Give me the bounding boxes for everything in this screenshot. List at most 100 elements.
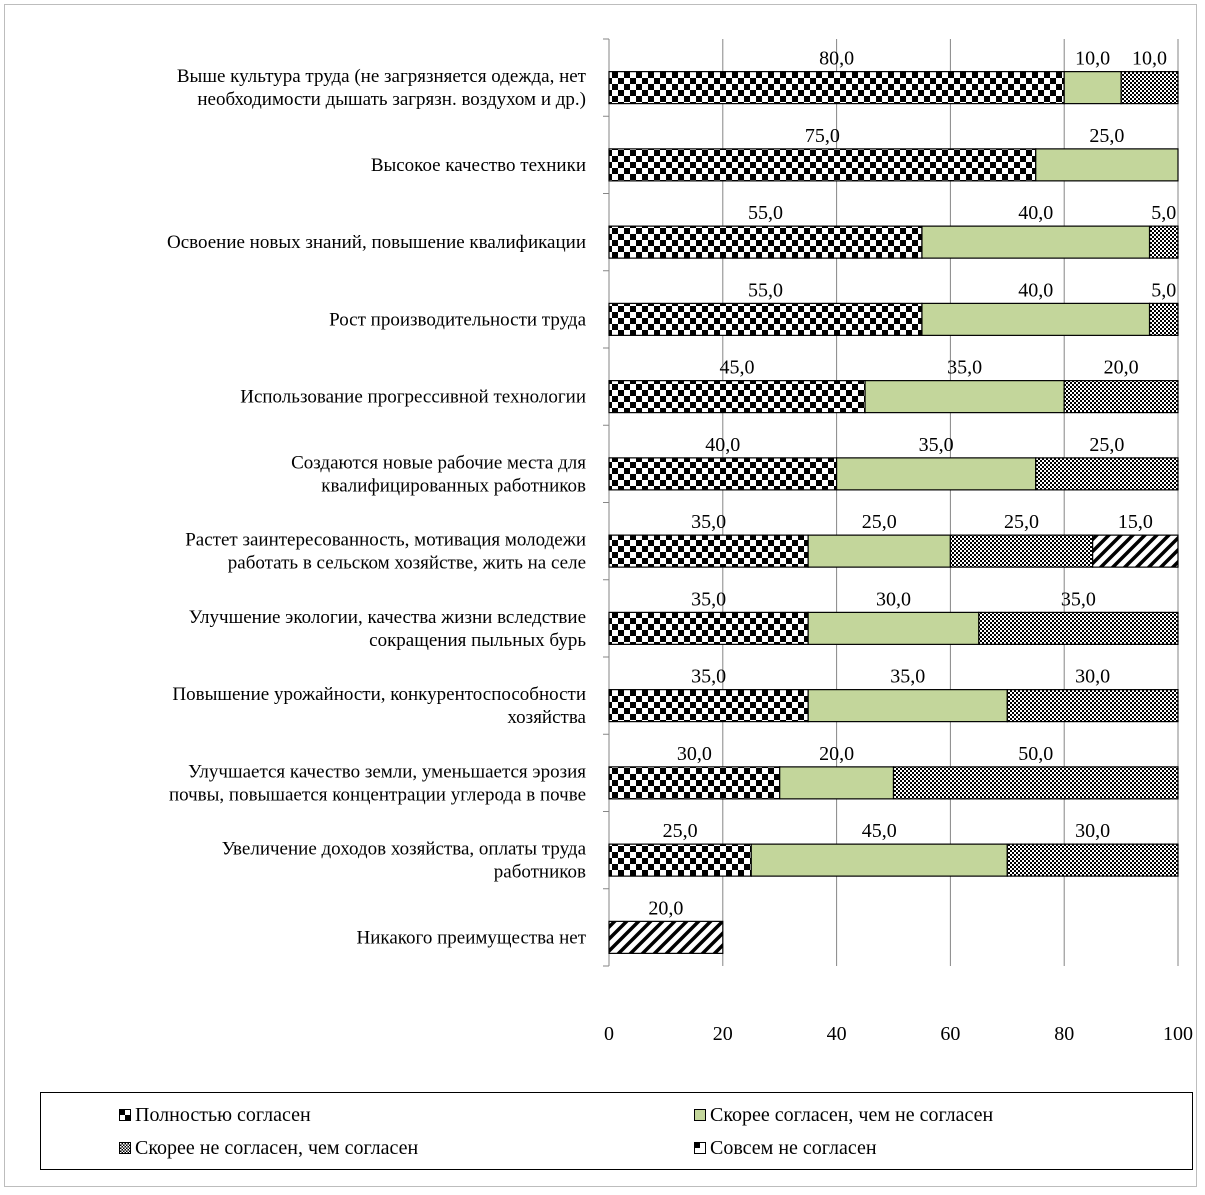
- data-label: 35,0: [947, 357, 982, 379]
- bar-segment: [779, 766, 895, 800]
- data-label: 40,0: [1018, 279, 1053, 301]
- category-label: хозяйства: [507, 707, 586, 728]
- category-label: Высокое качество техники: [371, 155, 586, 176]
- bar-segment: [835, 457, 1037, 491]
- data-label: 55,0: [748, 202, 783, 224]
- bar-segment: [1006, 843, 1179, 877]
- category-label: работников: [494, 862, 586, 883]
- category-label: Использование прогрессивной технологии: [240, 387, 586, 408]
- bar-segment: [1035, 457, 1179, 491]
- data-label: 55,0: [748, 279, 783, 301]
- category-label: Увеличение доходов хозяйства, оплаты тру…: [222, 839, 587, 860]
- bar-segment: [608, 225, 923, 259]
- legend-swatch: [694, 1109, 706, 1121]
- category-label: Освоение новых знаний, повышение квалифи…: [167, 232, 586, 253]
- data-label: 30,0: [876, 588, 911, 610]
- bar-segment: [1092, 534, 1179, 568]
- bar-segment: [608, 689, 809, 723]
- data-label: 25,0: [862, 511, 897, 533]
- category-label: квалифицированных работников: [321, 475, 586, 496]
- data-label: 10,0: [1132, 48, 1167, 70]
- category-label: работать в сельском хозяйстве, жить на с…: [228, 553, 586, 574]
- x-tick-labels: 0 20 40 60 80 100: [604, 1023, 1193, 1045]
- x-tick-label: 40: [827, 1023, 847, 1045]
- data-label: 10,0: [1075, 48, 1110, 70]
- bar-segment: [608, 71, 1065, 105]
- legend-label: Скорее согласен, чем не согласен: [710, 1103, 994, 1126]
- bar-segment: [949, 534, 1094, 568]
- data-label: 5,0: [1151, 202, 1176, 224]
- legend-label: Совсем не согласен: [710, 1136, 877, 1159]
- data-label: 20,0: [819, 743, 854, 765]
- bar-segment: [978, 611, 1179, 645]
- data-label: 15,0: [1118, 511, 1153, 533]
- legend-item: Совсем не согласен: [694, 1136, 877, 1160]
- bar-segment: [608, 148, 1037, 182]
- bar-segment: [1006, 689, 1179, 723]
- bar-segment: [807, 534, 952, 568]
- bar-segment: [750, 843, 1008, 877]
- bar-segment: [1120, 71, 1179, 105]
- data-label: 80,0: [819, 48, 854, 70]
- category-label: необходимости дышать загрязн. воздухом и…: [197, 89, 586, 110]
- legend-swatch: [119, 1109, 131, 1121]
- chart-frame: [4, 4, 1197, 1187]
- category-label: Повышение урожайности, конкурентоспособн…: [172, 684, 586, 705]
- bar-segment: [921, 225, 1151, 259]
- data-label: 25,0: [1089, 434, 1124, 456]
- data-label: 45,0: [720, 357, 755, 379]
- data-label: 25,0: [1089, 125, 1124, 147]
- data-label: 20,0: [1104, 357, 1139, 379]
- category-label: Выше культура труда (не загрязняется оде…: [177, 66, 587, 87]
- bar-segment: [864, 380, 1065, 414]
- bar-segment: [921, 302, 1151, 336]
- x-tick-label: 0: [604, 1023, 614, 1045]
- category-label: Улучшается качество земли, уменьшается э…: [188, 761, 586, 782]
- legend-item: Скорее согласен, чем не согласен: [694, 1103, 993, 1127]
- bar-segment: [608, 843, 752, 877]
- bar-segment: [1035, 148, 1179, 182]
- bar-segment: [608, 302, 923, 336]
- data-label: 35,0: [1061, 588, 1096, 610]
- stacked-bar-chart: 80,0 10,0 10,0 75,0 25,0 55,0 40,0 5,0 55,0 40,0 5…: [167, 38, 1193, 1045]
- bar-segment: [1148, 302, 1179, 336]
- bar-segment: [608, 457, 838, 491]
- data-label: 5,0: [1151, 279, 1176, 301]
- data-label: 50,0: [1018, 743, 1053, 765]
- data-label: 40,0: [1018, 202, 1053, 224]
- data-label: 35,0: [919, 434, 954, 456]
- category-label: почвы, повышается концентрации углерода …: [169, 784, 586, 805]
- legend-label: Скорее не согласен, чем согласен: [135, 1136, 419, 1159]
- y-axis: [603, 38, 610, 967]
- legend-label: Полностью согласен: [135, 1103, 311, 1126]
- data-label: 45,0: [862, 820, 897, 842]
- bar-segment: [608, 920, 724, 954]
- x-tick-label: 100: [1163, 1023, 1193, 1045]
- data-label: 35,0: [691, 666, 726, 688]
- bar-segment: [807, 689, 1008, 723]
- data-label: 30,0: [1075, 820, 1110, 842]
- data-label: 35,0: [691, 588, 726, 610]
- data-label: 25,0: [663, 820, 698, 842]
- bar-segment: [608, 534, 809, 568]
- data-label: 75,0: [805, 125, 840, 147]
- bar-segment: [608, 766, 781, 800]
- legend-item: Скорее не согласен, чем согласен: [119, 1136, 418, 1160]
- category-label: Улучшение экологии, качества жизни вслед…: [189, 607, 586, 628]
- data-labels: 80,0 10,0 10,0 75,0 25,0 55,0 40,0 5,0 55,0 40,0 5…: [648, 48, 1176, 920]
- category-label: сокращения пыльных бурь: [369, 630, 586, 651]
- category-label: Растет заинтересованность, мотивация мол…: [185, 530, 586, 551]
- legend-swatch: [119, 1142, 131, 1154]
- data-label: 35,0: [691, 511, 726, 533]
- x-tick-label: 80: [1054, 1023, 1074, 1045]
- category-label: Рост производительности труда: [329, 309, 586, 330]
- bar-segment: [608, 380, 866, 414]
- bar-segment: [1063, 380, 1179, 414]
- data-label: 25,0: [1004, 511, 1039, 533]
- legend: Полностью согласен Скорее согласен, чем н…: [40, 1092, 1193, 1170]
- x-tick-label: 60: [940, 1023, 960, 1045]
- data-label: 20,0: [648, 897, 683, 919]
- bar-segment: [1063, 71, 1122, 105]
- bar-segment: [608, 611, 809, 645]
- bar-segment: [892, 766, 1179, 800]
